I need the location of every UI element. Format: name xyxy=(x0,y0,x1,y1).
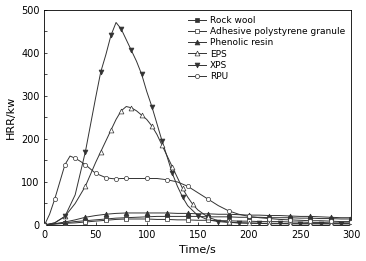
X-axis label: Time/s: Time/s xyxy=(179,245,216,256)
Y-axis label: HRR/kw: HRR/kw xyxy=(5,96,16,139)
Legend: Rock wool, Adhesive polystyrene granule, Phenolic resin, EPS, XPS, RPU: Rock wool, Adhesive polystyrene granule,… xyxy=(186,14,347,83)
